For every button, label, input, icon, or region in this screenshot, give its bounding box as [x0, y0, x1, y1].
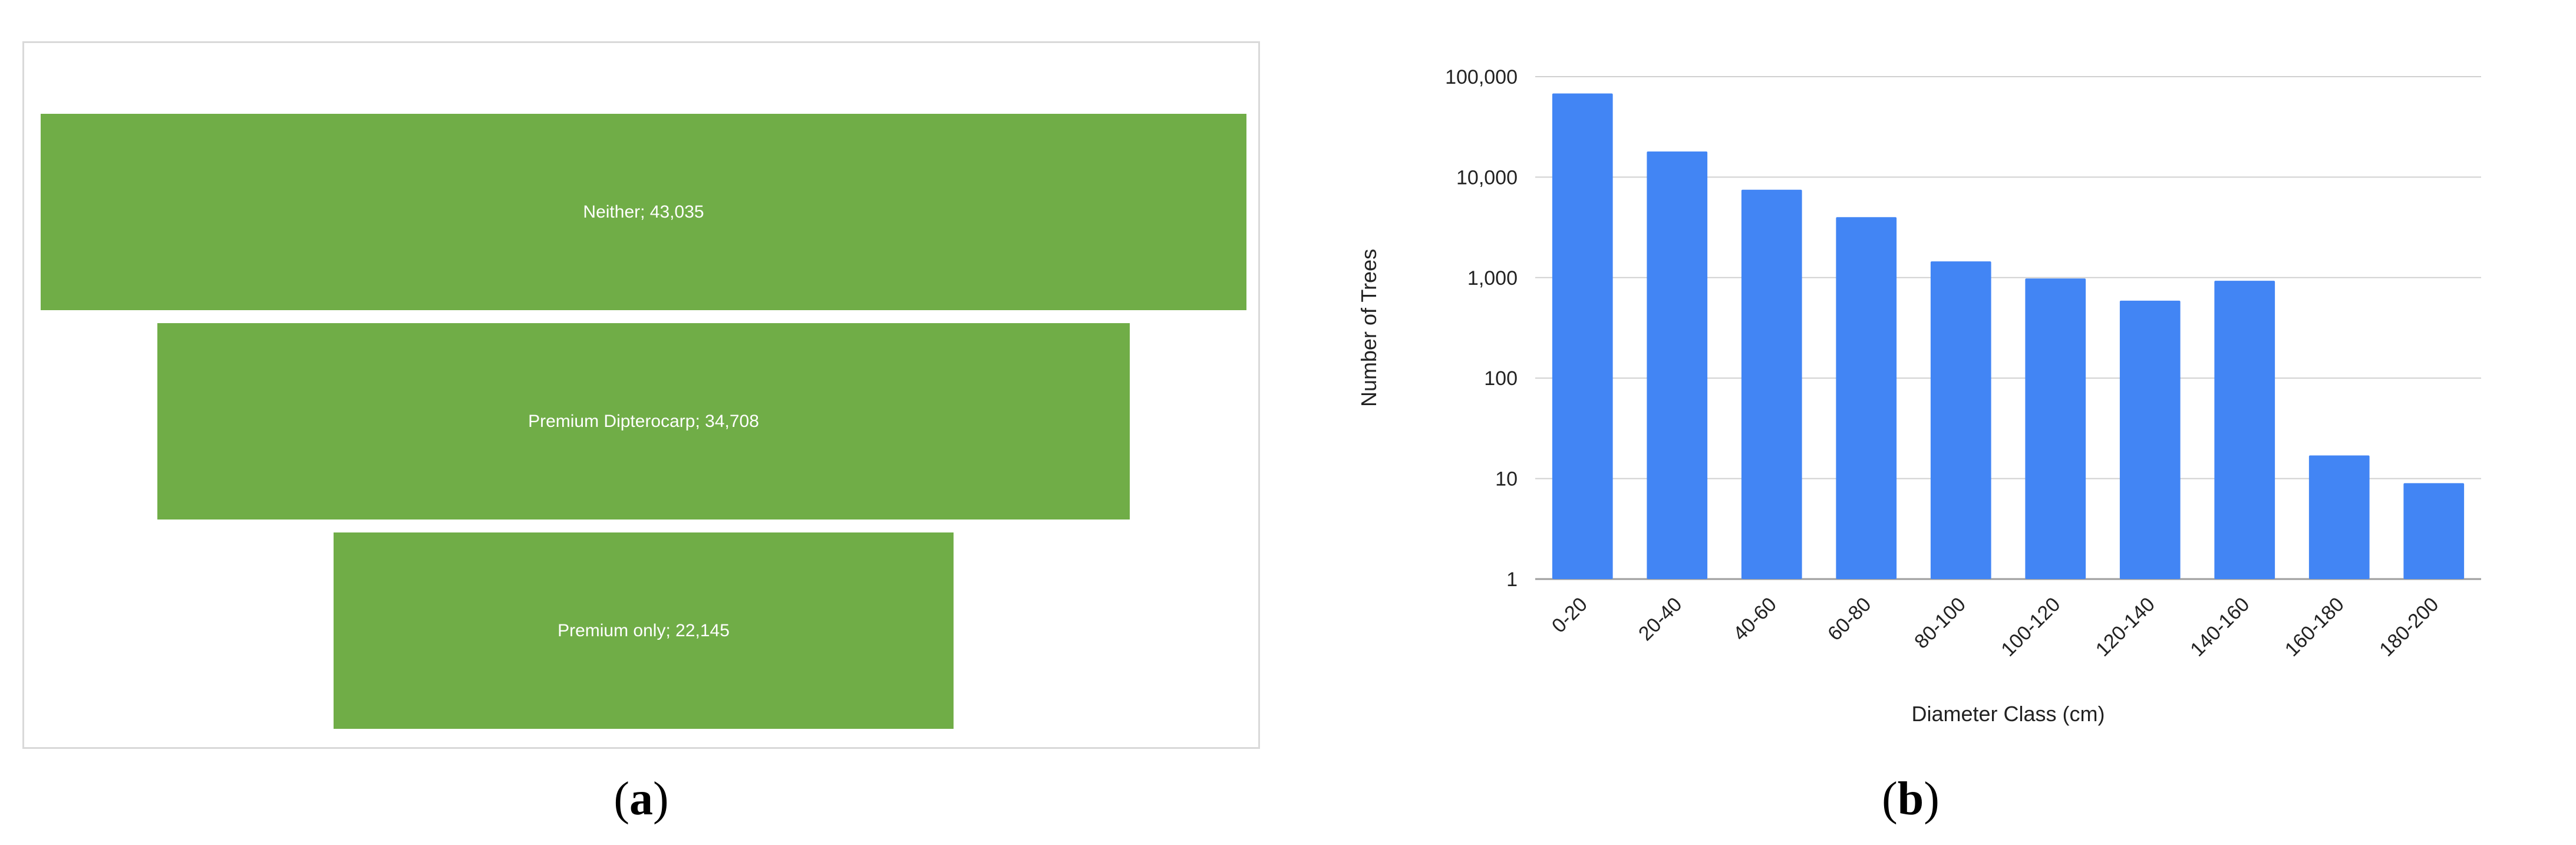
bar-chart-panel: 1 10 100 1,000 10,000 100,000 0-20 20-40 40-60 60… [1332, 18, 2570, 749]
bar [1741, 189, 1802, 579]
y-tick-label: 1 [1506, 568, 1518, 591]
bar [1836, 217, 1897, 579]
bar [2308, 455, 2370, 579]
funnel-bar-label: Premium only; 22,145 [558, 620, 730, 640]
caption-a-letter: a [629, 773, 653, 825]
bar [1930, 261, 1991, 580]
x-tick-label: 140-160 [2186, 593, 2254, 661]
caption-a: (a) [614, 773, 669, 825]
bar [1647, 151, 1708, 579]
funnel-bar: Neither; 43,035 [41, 114, 1246, 310]
x-tick-label: 20-40 [1634, 593, 1686, 645]
x-tick-label: 180-200 [2375, 593, 2443, 661]
funnel-chart-panel: Neither; 43,035 Premium Dipterocarp; 34,7… [22, 41, 1260, 749]
y-tick-label: 100 [1484, 367, 1518, 390]
funnel-bar: Premium Dipterocarp; 34,708 [157, 323, 1130, 520]
bar [2025, 278, 2086, 579]
x-tick-label: 40-60 [1729, 593, 1781, 645]
funnel-bar-label: Premium Dipterocarp; 34,708 [528, 411, 759, 431]
x-axis-title: Diameter Class (cm) [1911, 702, 2105, 726]
x-tick-label: 0-20 [1548, 593, 1592, 637]
bar [2214, 281, 2275, 579]
caption-b-letter: b [1897, 773, 1924, 825]
x-tick-label: 60-80 [1823, 593, 1875, 645]
y-tick-label: 10,000 [1456, 166, 1518, 189]
x-tick-label: 120-140 [2092, 593, 2159, 661]
funnel-bar: Premium only; 22,145 [333, 532, 954, 729]
bar [2119, 300, 2181, 579]
x-tick-label: 160-180 [2281, 593, 2349, 661]
x-tick-label: 100-120 [1997, 593, 2064, 661]
funnel-bar-label: Neither; 43,035 [583, 202, 704, 222]
x-tick-label: 80-100 [1910, 593, 1970, 653]
y-tick-label: 1,000 [1467, 267, 1518, 290]
y-axis-title: Number of Trees [1357, 249, 1381, 407]
y-tick-label: 10 [1495, 468, 1518, 491]
caption-b: (b) [1882, 773, 1940, 825]
bar-chart-svg: 1 10 100 1,000 10,000 100,000 0-20 20-40 40-60 60… [1357, 66, 2481, 726]
bar [1552, 93, 1613, 580]
y-tick-label: 100,000 [1445, 66, 1518, 88]
bar [2403, 483, 2465, 579]
